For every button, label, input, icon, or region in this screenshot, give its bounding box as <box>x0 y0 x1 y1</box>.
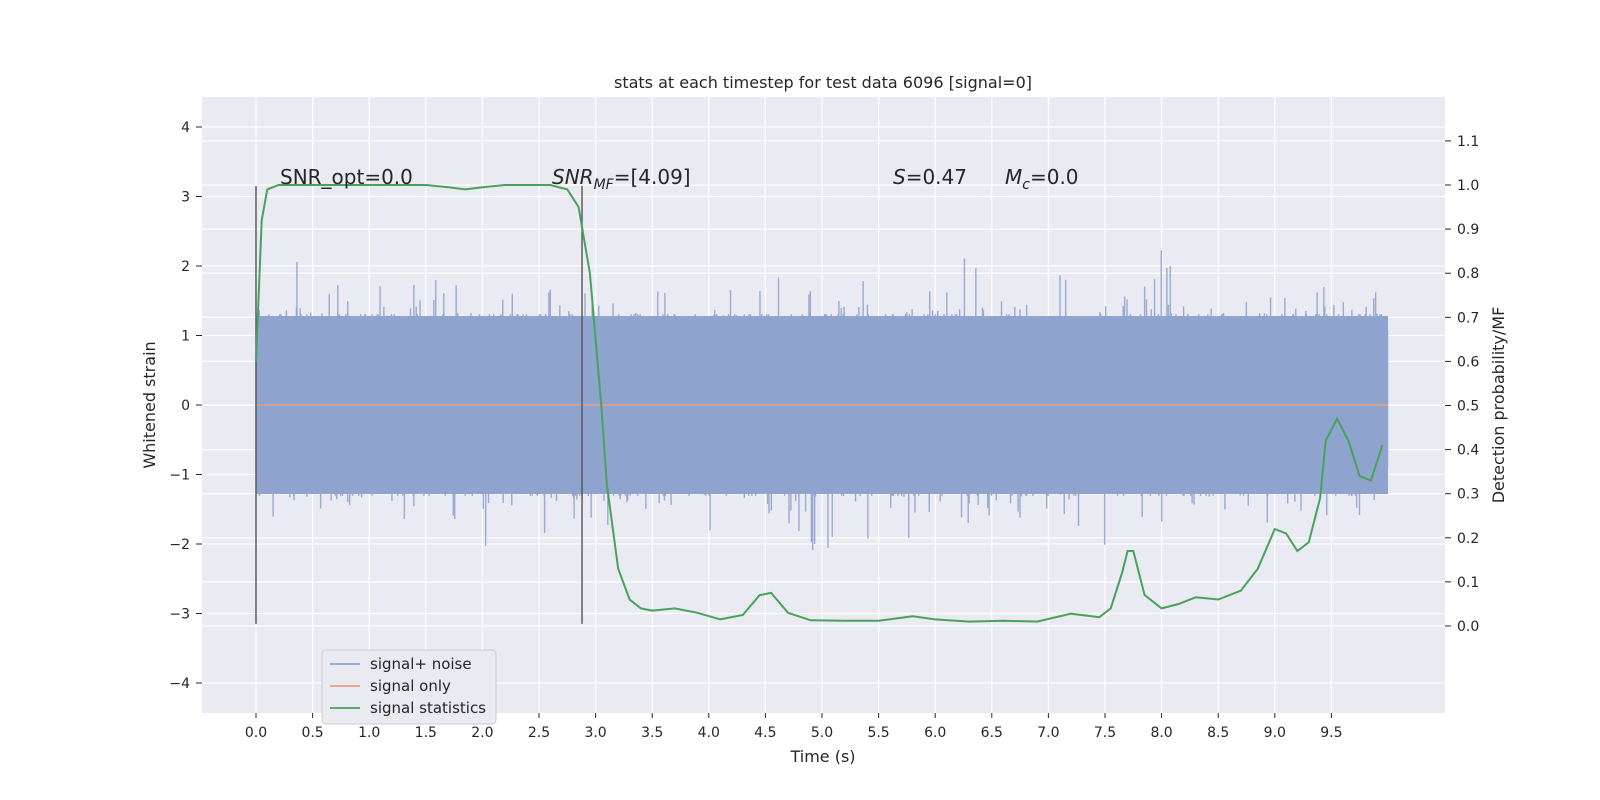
x-tick-label: 3.5 <box>641 725 663 741</box>
annotation-snr-mf: SNRMF=[4.09] <box>552 165 691 193</box>
annotation-snr-opt: SNR_opt=0.0 <box>280 165 413 189</box>
y2-tick-label: 0.1 <box>1457 575 1479 591</box>
legend-label-signal-statistics: signal statistics <box>370 699 486 717</box>
x-tick-label: 3.0 <box>584 725 606 741</box>
series-signal-statistics <box>255 184 1384 623</box>
x-tick-label: 8.5 <box>1207 725 1229 741</box>
x-tick-label: 6.0 <box>924 725 946 741</box>
y-tick-label: −2 <box>169 537 190 553</box>
annotation-s: S=0.47 <box>893 165 967 189</box>
x-axis-label: Time (s) <box>789 747 855 766</box>
x-tick-label: 1.0 <box>358 725 380 741</box>
y-tick-label: −4 <box>169 676 190 692</box>
annotation-mc: Mc=0.0 <box>1005 165 1079 193</box>
x-tick-label: 6.5 <box>981 725 1003 741</box>
y2-tick-label: 0.0 <box>1457 619 1479 635</box>
y-tick-label: 2 <box>181 259 190 275</box>
y-tick-label: 0 <box>181 398 190 414</box>
y2-tick-labels: 0.0 0.1 0.2 0.3 0.4 0.5 0.6 0.7 0.8 0.9 1.0 1.1 <box>1445 134 1479 635</box>
x-tick-label: 0.0 <box>245 725 267 741</box>
y2-tick-label: 0.2 <box>1457 531 1479 547</box>
vertical-markers <box>255 186 583 624</box>
y2-tick-label: 1.1 <box>1457 134 1479 150</box>
y-tick-label: 1 <box>181 329 190 345</box>
y-tick-label: 4 <box>181 120 190 136</box>
y-tick-label: −3 <box>169 607 190 623</box>
y2-tick-label: 0.7 <box>1457 310 1479 326</box>
x-tick-label: 0.5 <box>301 725 323 741</box>
x-tick-label: 5.5 <box>867 725 889 741</box>
legend-box <box>321 649 497 725</box>
x-tick-labels: 0.0 0.5 1.0 1.5 2.0 2.5 3.0 3.5 4.0 4.5 5.0 5.5 6.0 6… <box>245 713 1343 741</box>
y2-tick-label: 0.9 <box>1457 222 1479 238</box>
y-axis-label: Whitened strain <box>140 341 159 468</box>
y2-axis-label: Detection probability/MF <box>1489 307 1508 504</box>
y2-tick-label: 0.3 <box>1457 487 1479 503</box>
x-tick-label: 4.5 <box>754 725 776 741</box>
y2-tick-label: 0.4 <box>1457 443 1479 459</box>
y-tick-labels: −4 −3 −2 −1 0 1 2 3 4 <box>169 120 202 692</box>
y2-tick-label: 0.5 <box>1457 399 1479 415</box>
y2-tick-label: 0.6 <box>1457 354 1479 370</box>
x-tick-label: 2.0 <box>471 725 493 741</box>
x-tick-label: 7.0 <box>1037 725 1059 741</box>
legend-label-signal-plus-noise: signal+ noise <box>370 655 472 673</box>
y-tick-label: 3 <box>181 190 190 206</box>
x-tick-label: 7.5 <box>1094 725 1116 741</box>
x-tick-label: 9.5 <box>1320 725 1342 741</box>
x-tick-label: 2.5 <box>528 725 550 741</box>
legend: signal+ noise signal only signal statist… <box>321 649 497 725</box>
x-tick-label: 4.0 <box>698 725 720 741</box>
x-tick-label: 5.0 <box>811 725 833 741</box>
x-tick-label: 8.0 <box>1150 725 1172 741</box>
legend-label-signal-only: signal only <box>370 677 451 695</box>
y2-tick-label: 1.0 <box>1457 178 1479 194</box>
x-tick-label: 1.5 <box>415 725 437 741</box>
y2-tick-label: 0.8 <box>1457 266 1479 282</box>
x-tick-label: 9.0 <box>1264 725 1286 741</box>
chart-title: stats at each timestep for test data 609… <box>614 73 1032 92</box>
y-tick-label: −1 <box>169 468 190 484</box>
